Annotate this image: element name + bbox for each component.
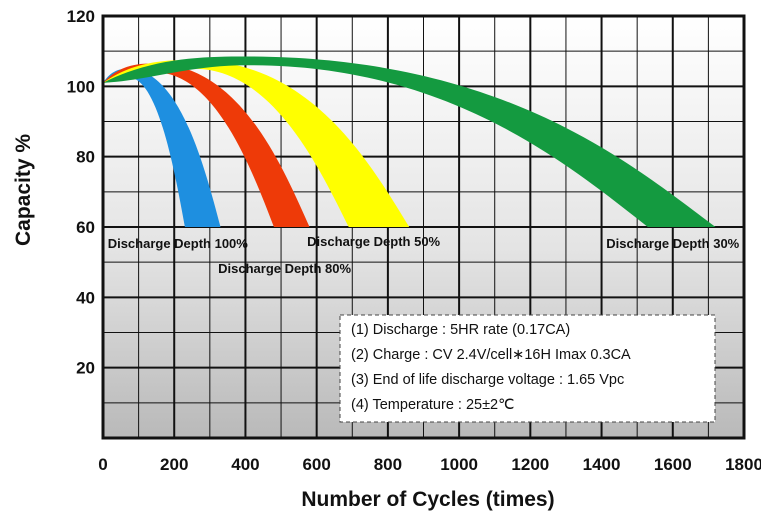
x-axis-title: Number of Cycles (times) <box>301 488 554 511</box>
series-label: Discharge Depth 100% <box>108 236 249 251</box>
series-label: Discharge Depth 30% <box>606 236 739 251</box>
y-tick-label: 120 <box>67 7 95 26</box>
series-band <box>103 56 716 227</box>
x-tick-label: 1800 <box>725 455 761 474</box>
x-tick-label: 1000 <box>440 455 478 474</box>
x-tick-label: 1600 <box>654 455 692 474</box>
x-tick-label: 800 <box>374 455 402 474</box>
note-1: (1) Discharge : 5HR rate (0.17CA) <box>351 322 570 338</box>
note-3: (3) End of life discharge voltage : 1.65… <box>351 372 624 388</box>
x-tick-label: 1200 <box>511 455 549 474</box>
series-band <box>103 68 221 227</box>
series-label: Discharge Depth 50% <box>307 234 440 249</box>
conditions-note-box: (1) Discharge : 5HR rate (0.17CA) (2) Ch… <box>339 314 716 423</box>
series-band <box>103 63 310 227</box>
x-tick-label: 600 <box>302 455 330 474</box>
y-tick-label: 60 <box>76 218 95 237</box>
y-tick-label: 40 <box>76 288 95 307</box>
x-tick-label: 400 <box>231 455 259 474</box>
y-axis-title: Capacity % <box>12 134 35 246</box>
x-tick-label: 0 <box>98 455 107 474</box>
x-tick-label: 200 <box>160 455 188 474</box>
series-labels: Discharge Depth 100% Discharge Depth 80% D… <box>108 234 740 276</box>
series-label: Discharge Depth 80% <box>218 261 351 276</box>
axis-ticks: 0 200 400 600 800 1000 1200 1400 1600 1800 20 40 60 8… <box>67 7 761 474</box>
series-band <box>103 59 410 228</box>
note-2: (2) Charge : CV 2.4V/cell∗16H Imax 0.3CA <box>351 347 631 363</box>
y-tick-label: 80 <box>76 148 95 167</box>
y-tick-label: 100 <box>67 77 95 96</box>
note-4: (4) Temperature : 25±2℃ <box>351 397 514 413</box>
x-tick-label: 1400 <box>583 455 621 474</box>
y-tick-label: 20 <box>76 359 95 378</box>
series-bands <box>103 56 716 228</box>
plot-frame <box>101 14 746 440</box>
